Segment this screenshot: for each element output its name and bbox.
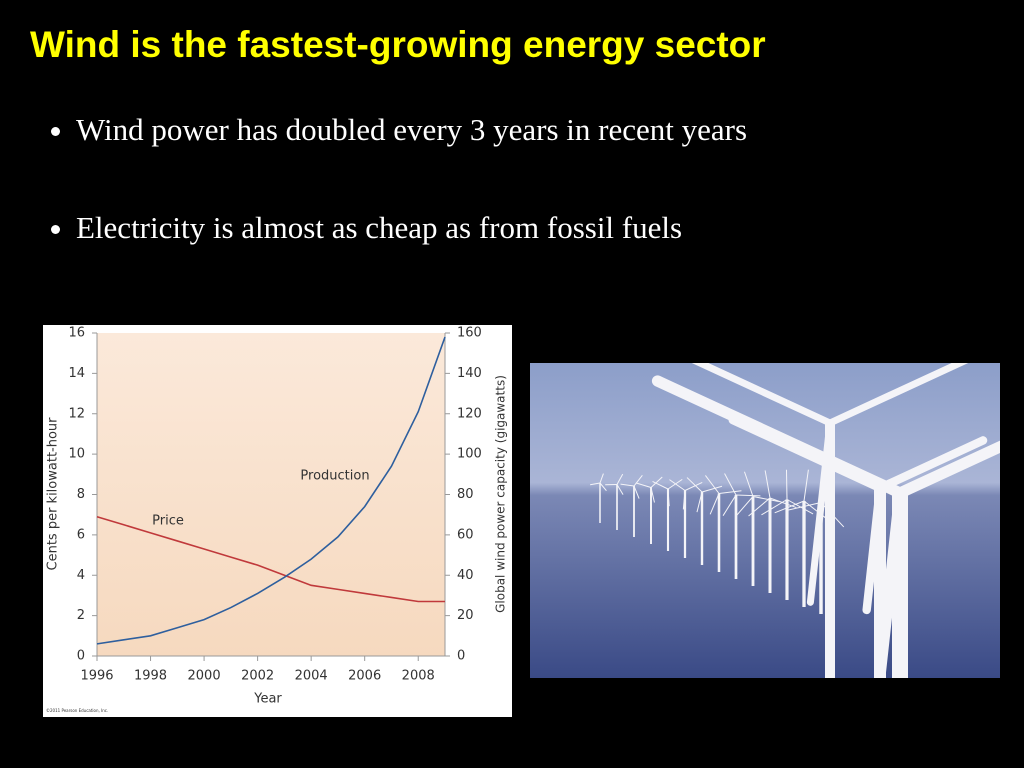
bullet: Wind power has doubled every 3 years in …: [76, 112, 747, 148]
photo-background: [530, 363, 1000, 678]
blade: [684, 482, 703, 491]
blade: [826, 363, 969, 427]
blade: [875, 436, 988, 493]
y2-tick-label: 120: [457, 406, 482, 421]
y2-axis-label: Global wind power capacity (gigawatts): [494, 375, 508, 613]
blade: [894, 440, 1000, 499]
bullet: Electricity is almost as cheap as from f…: [76, 210, 747, 246]
line-series: [96, 336, 446, 645]
blade: [735, 494, 761, 497]
blade: [709, 493, 720, 515]
series-label: Price: [152, 514, 184, 529]
blade: [764, 470, 771, 499]
blade: [651, 375, 906, 499]
y-tick-label: 12: [68, 406, 85, 421]
y-axis-label: Cents per kilowatt-hour: [46, 417, 61, 571]
y2-tick-label: 40: [457, 568, 474, 583]
blade: [682, 490, 686, 510]
photo: [530, 363, 1000, 678]
blade: [806, 419, 834, 606]
blade: [786, 499, 814, 515]
blade: [667, 488, 670, 507]
series-label: Production: [300, 469, 369, 484]
blade: [633, 485, 640, 499]
blade: [788, 502, 822, 511]
y-tick-label: 16: [68, 326, 85, 341]
blade: [616, 473, 624, 485]
blade: [722, 494, 737, 516]
y2-tick-label: 160: [457, 326, 482, 341]
blade: [752, 496, 779, 502]
x-axis-label: Year: [253, 692, 282, 707]
blade: [599, 482, 607, 491]
blade: [724, 473, 737, 496]
blade: [704, 475, 720, 494]
x-tick-label: 2000: [188, 669, 221, 684]
slide-title: Wind is the fastest-growing energy secto…: [30, 24, 766, 65]
blade: [718, 490, 742, 494]
bullet-list: Wind power has doubled every 3 years in …: [42, 112, 747, 308]
y-tick-label: 14: [68, 366, 85, 381]
blade: [620, 483, 635, 487]
blade: [686, 477, 703, 493]
y-tick-label: 0: [77, 649, 85, 664]
x-tick-label: 1998: [134, 669, 167, 684]
y-tick-label: 6: [77, 527, 85, 542]
y2-tick-label: 0: [457, 649, 465, 664]
blade: [650, 487, 655, 503]
blade: [748, 497, 771, 517]
y2-tick-label: 60: [457, 527, 474, 542]
blade: [874, 487, 906, 678]
y-tick-label: 2: [77, 608, 85, 623]
blade: [633, 474, 643, 487]
line-series: [96, 515, 445, 603]
blade: [599, 473, 604, 484]
y2-tick-label: 20: [457, 608, 474, 623]
blade: [691, 363, 834, 427]
credit: ©2011 Pearson Education, Inc.: [46, 708, 108, 713]
blade: [862, 483, 885, 615]
blade: [785, 469, 788, 500]
y2-tick-label: 100: [457, 447, 482, 462]
y-tick-label: 4: [77, 568, 85, 583]
x-tick-label: 1996: [80, 669, 113, 684]
y2-tick-label: 140: [457, 366, 482, 381]
blade: [803, 500, 830, 521]
blade: [735, 496, 754, 517]
blade: [743, 471, 754, 497]
x-tick-label: 2004: [295, 669, 328, 684]
blade: [696, 491, 703, 513]
blade: [636, 482, 652, 488]
blade: [590, 482, 601, 486]
y-tick-label: 10: [68, 447, 85, 462]
y2-tick-label: 80: [457, 487, 474, 502]
blade: [761, 499, 788, 516]
blade: [650, 476, 663, 488]
blade: [616, 484, 624, 495]
blade: [774, 500, 805, 514]
turbines: [590, 363, 1000, 678]
blade: [701, 485, 723, 493]
x-tick-label: 2006: [348, 669, 381, 684]
blade: [803, 469, 809, 502]
plot-area: [97, 333, 445, 656]
blade: [652, 481, 669, 490]
x-tick-label: 2002: [241, 669, 274, 684]
blade: [669, 479, 686, 491]
x-tick-label: 2008: [402, 669, 435, 684]
y-tick-label: 8: [77, 487, 85, 502]
